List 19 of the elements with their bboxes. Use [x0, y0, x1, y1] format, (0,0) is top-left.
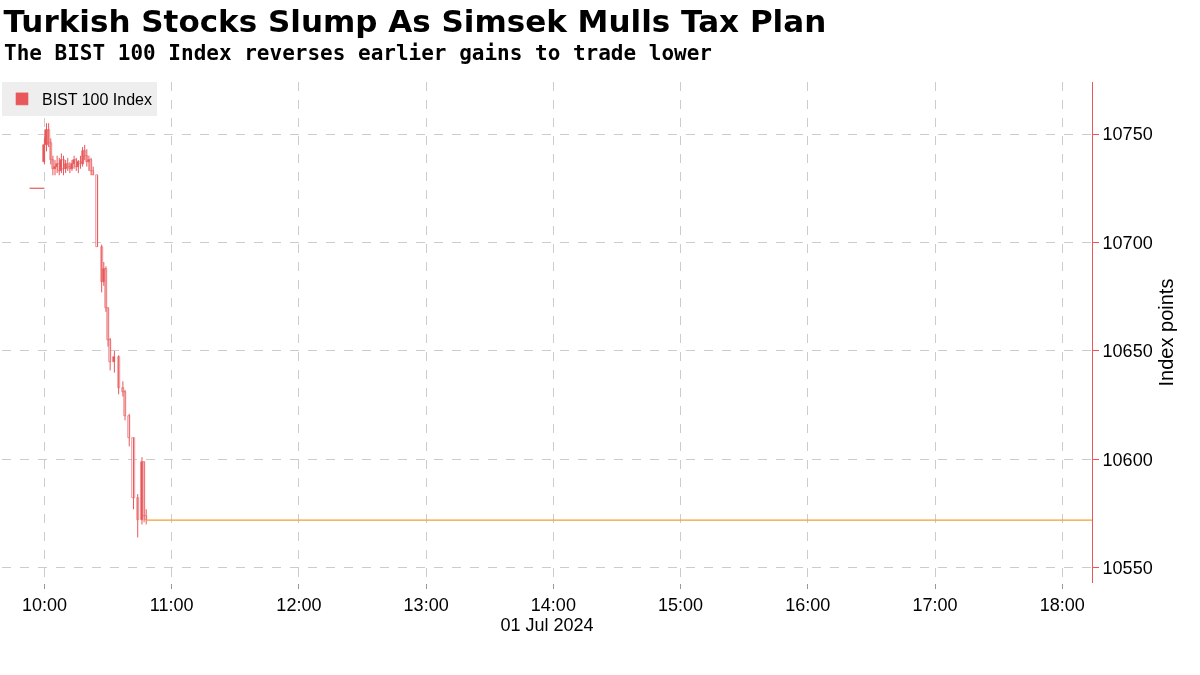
x-tick-label: 15:00 — [658, 594, 704, 615]
y-tick-label: 10600 — [1102, 449, 1153, 470]
x-tick-label: 11:00 — [149, 594, 194, 615]
y-axis-title: Index points — [1154, 278, 1177, 387]
x-tick-label: 16:00 — [785, 594, 831, 615]
y-tick-label: 10550 — [1102, 558, 1153, 579]
chart-subtitle: The BIST 100 Index reverses earlier gains to trade lower — [4, 41, 713, 65]
x-tick-label: 12:00 — [276, 594, 322, 615]
x-tick-label: 14:00 — [530, 594, 576, 615]
y-tick-label: 10700 — [1102, 232, 1153, 253]
legend-label: BIST 100 Index — [42, 91, 152, 109]
x-tick-label: 10:00 — [21, 594, 67, 615]
chart-title: Turkish Stocks Slump As Simsek Mulls Tax Plan — [3, 2, 827, 39]
x-tick-label: 17:00 — [912, 594, 958, 615]
y-tick-label: 10650 — [1102, 341, 1153, 362]
y-tick-label: 10750 — [1102, 124, 1153, 145]
x-tick-label: 18:00 — [1039, 594, 1085, 615]
x-axis-title: 01 Jul 2024 — [500, 614, 594, 635]
x-tick-label: 13:00 — [403, 594, 449, 615]
